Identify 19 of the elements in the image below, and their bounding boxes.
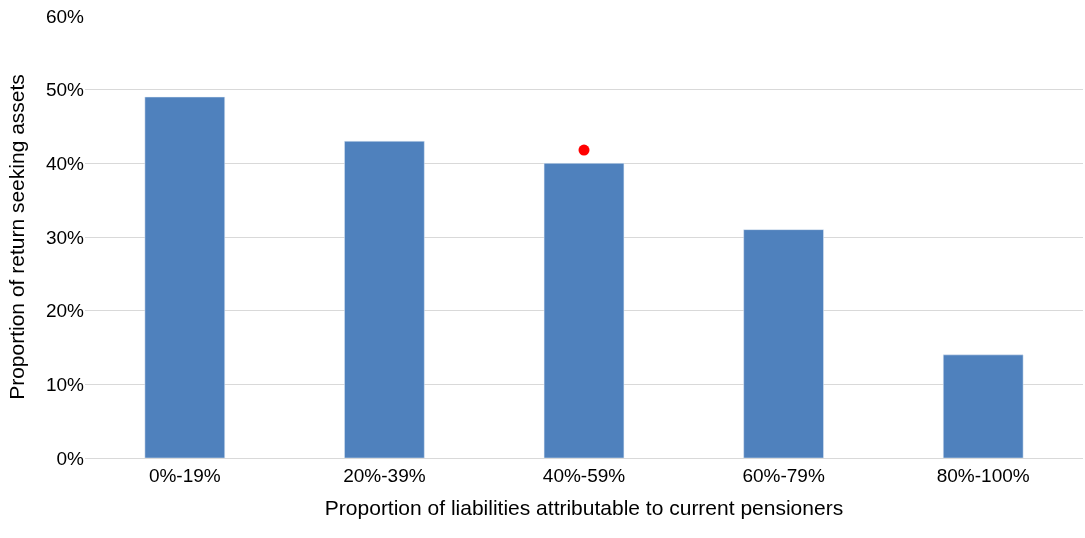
bar [344, 140, 425, 458]
y-tick-label: 30% [45, 226, 85, 248]
bar [144, 96, 225, 458]
x-axis-title: Proportion of liabilities attributable to current pensioners [324, 496, 844, 519]
y-tick-label: 20% [45, 300, 85, 322]
y-tick-label: 50% [45, 79, 85, 101]
y-tick-label: 10% [45, 373, 85, 395]
x-tick-label: 40%-59% [542, 464, 626, 486]
bar [943, 354, 1024, 458]
x-tick-label: 80%-100% [936, 464, 1030, 486]
x-tick-label: 60%-79% [742, 464, 825, 486]
x-tick-label: 0%-19% [148, 464, 221, 486]
y-tick-label: 0% [56, 447, 85, 469]
x-tick-label: 20%-39% [343, 464, 426, 486]
y-tick-label: 40% [45, 152, 85, 174]
y-axis-title: Proportion of return seeking assets [5, 74, 29, 400]
bar [543, 163, 625, 458]
y-tick-label: 60% [45, 5, 85, 27]
bar [743, 229, 824, 458]
